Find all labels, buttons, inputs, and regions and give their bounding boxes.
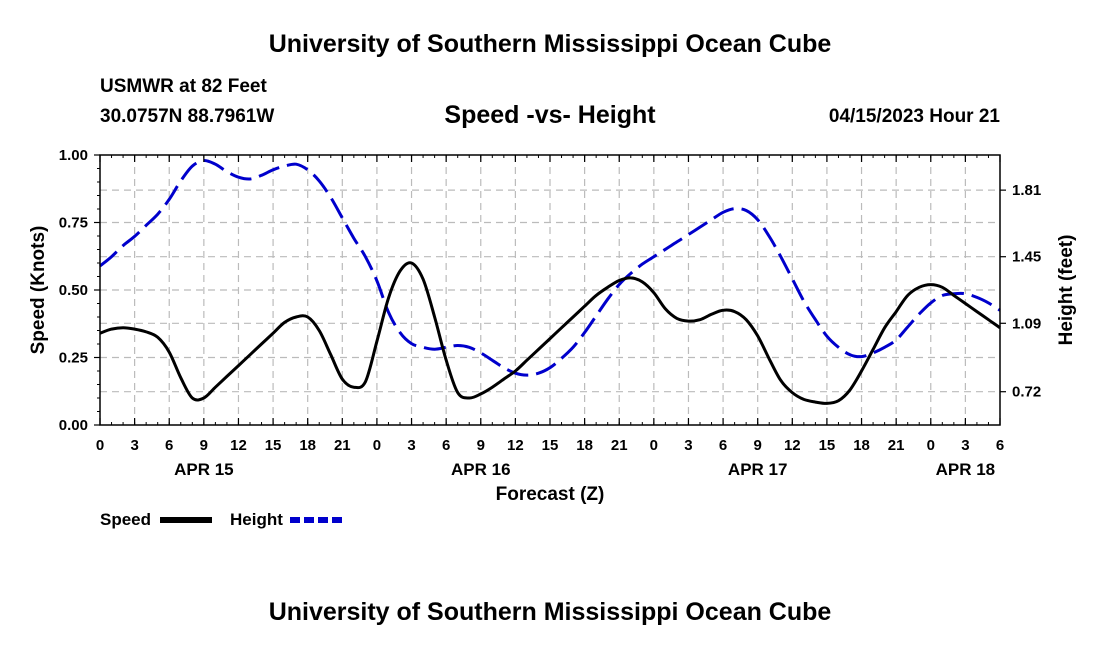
date-label: APR 16: [451, 460, 511, 479]
date-label: APR 15: [174, 460, 234, 479]
y-tick-label: 0.75: [59, 215, 88, 232]
x-tick-label: 9: [754, 437, 762, 454]
x-tick-label: 12: [784, 437, 801, 454]
y2-tick-label: 1.09: [1012, 315, 1041, 332]
x-tick-label: 6: [719, 437, 727, 454]
x-tick-label: 18: [576, 437, 593, 454]
date-label: APR 18: [936, 460, 996, 479]
x-tick-label: 18: [299, 437, 316, 454]
x-tick-label: 0: [373, 437, 381, 454]
x-tick-label: 21: [334, 437, 351, 454]
date-label: APR 17: [728, 460, 788, 479]
grid-lines: [100, 155, 1000, 425]
x-tick-label: 6: [996, 437, 1004, 454]
series-lines: [99, 158, 1001, 405]
speed-series-line: [99, 261, 1001, 405]
legend-height-label: Height: [230, 510, 283, 529]
x-tick-label: 3: [684, 437, 692, 454]
x-tick-label: 6: [442, 437, 450, 454]
x-tick-label: 12: [507, 437, 524, 454]
x-tick-label: 15: [542, 437, 559, 454]
y-tick-label: 1.00: [59, 147, 88, 164]
x-tick-label: 18: [853, 437, 870, 454]
y-tick-label: 0.50: [59, 282, 88, 299]
y2-tick-label: 1.45: [1012, 249, 1041, 266]
x-tick-label: 12: [230, 437, 247, 454]
x-tick-label: 21: [888, 437, 905, 454]
station-coordinates: 30.0757N 88.7961W: [100, 106, 275, 127]
x-axis-label: Forecast (Z): [496, 484, 605, 505]
legend-speed-label: Speed: [100, 510, 151, 529]
x-tick-label: 15: [265, 437, 282, 454]
axes: 0 3 6 9 12 15 18 21 0 3 6 9 12 15 18 21 0 3 6 9 12 15 18 21 0 3 6A…: [59, 147, 1041, 479]
x-tick-label: 0: [96, 437, 104, 454]
y2-tick-label: 1.81: [1012, 182, 1041, 199]
y-tick-label: 0.00: [59, 417, 88, 434]
x-tick-label: 6: [165, 437, 173, 454]
speed-height-chart: 0 3 6 9 12 15 18 21 0 3 6 9 12 15 18 21 0 3 6 9 12 15 18 21 0 3 6A…: [28, 147, 1077, 529]
y2-tick-label: 0.72: [1012, 384, 1041, 401]
x-tick-label: 3: [130, 437, 138, 454]
legend: Speed Height: [100, 510, 342, 529]
x-tick-label: 9: [200, 437, 208, 454]
y2-axis-label: Height (feet): [1056, 235, 1077, 346]
x-tick-label: 15: [819, 437, 836, 454]
y-tick-label: 0.25: [59, 350, 88, 367]
station-name: USMWR at 82 Feet: [100, 76, 267, 97]
x-tick-label: 0: [927, 437, 935, 454]
x-tick-label: 9: [477, 437, 485, 454]
height-series-line: [99, 158, 1001, 377]
chart-timestamp: 04/15/2023 Hour 21: [828, 106, 1000, 127]
x-tick-label: 21: [611, 437, 628, 454]
chart-title: Speed -vs- Height: [444, 101, 656, 129]
x-tick-label: 3: [961, 437, 969, 454]
page-title: University of Southern Mississippi Ocean…: [268, 30, 832, 58]
x-tick-label: 0: [650, 437, 658, 454]
y-axis-label: Speed (Knots): [28, 226, 49, 355]
x-tick-label: 3: [407, 437, 415, 454]
footer-title: University of Southern Mississippi Ocean…: [268, 598, 832, 626]
